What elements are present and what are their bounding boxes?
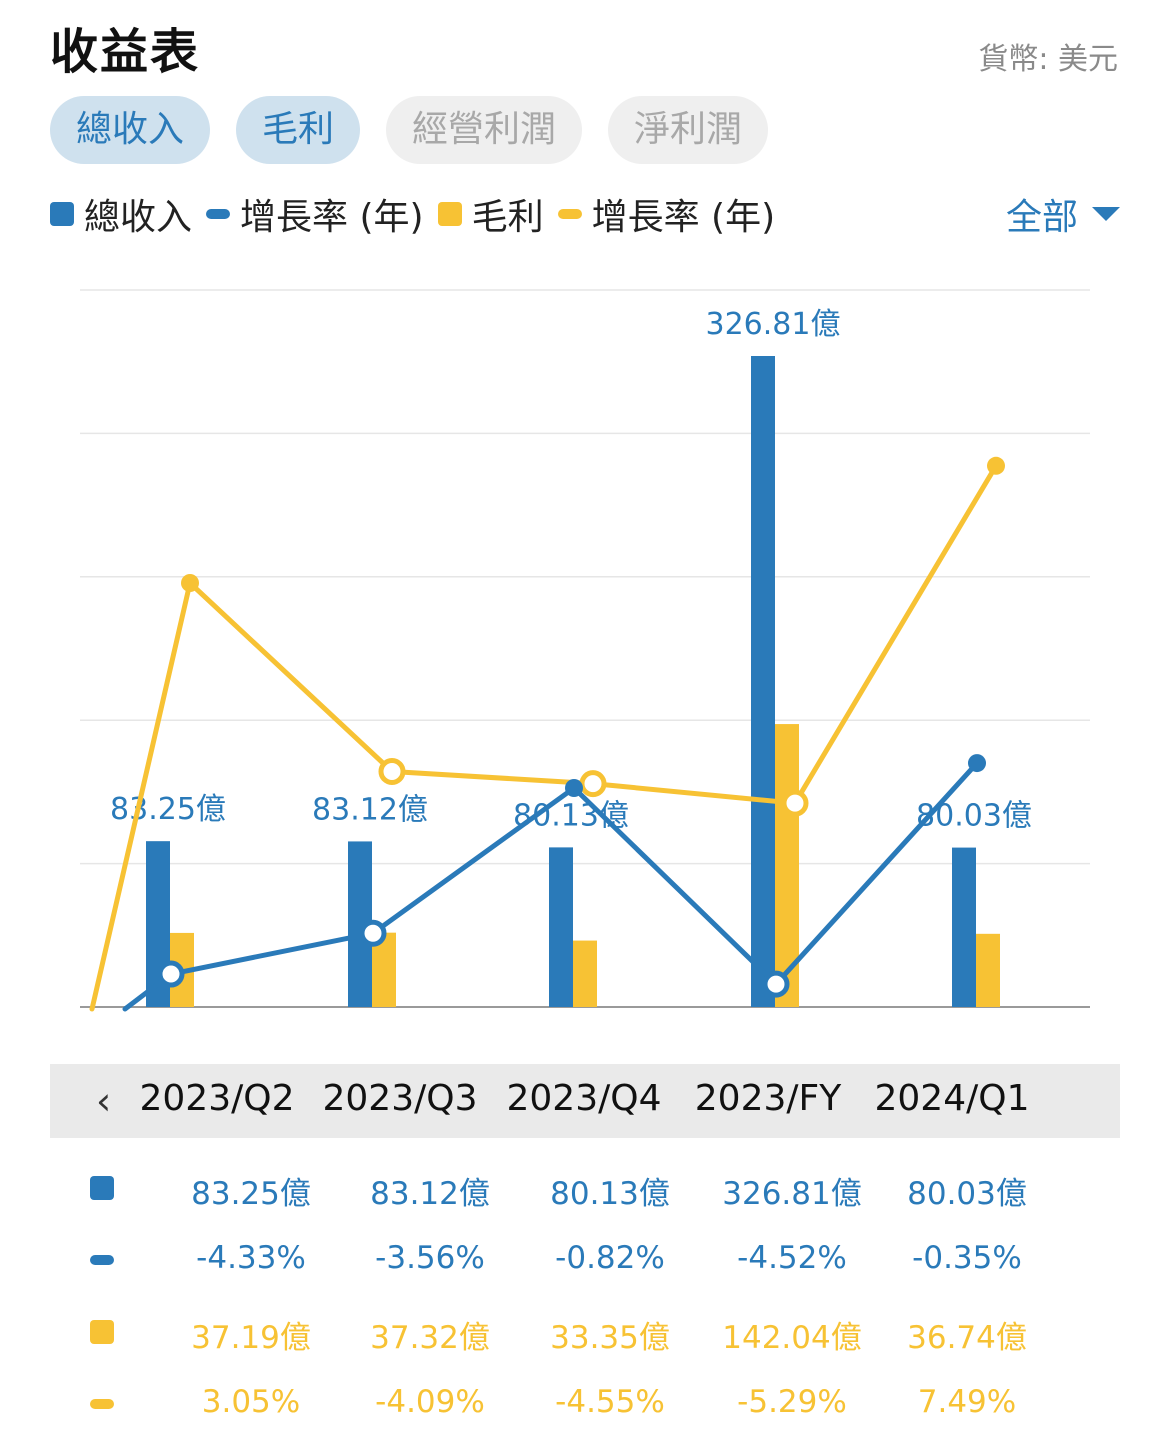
table-cell: 83.25億 bbox=[191, 1176, 311, 1212]
table-cell: 7.49% bbox=[917, 1384, 1017, 1420]
revenue-row: 83.25億 83.12億 80.13億 326.81億 80.03億 bbox=[0, 1168, 1170, 1228]
revenue-bar-label: 80.03億 bbox=[916, 799, 1032, 834]
income-chart: 83.25億 83.12億 80.13億 326.81億 80.03億 bbox=[80, 289, 1090, 1012]
currency-label: 貨幣: 美元 bbox=[978, 42, 1118, 77]
blue-square-icon bbox=[50, 202, 74, 226]
legend-item-revenue-growth[interactable]: 增長率 (年) bbox=[206, 188, 424, 240]
yellow-line-icon bbox=[557, 209, 582, 219]
table-cell: 3.05% bbox=[201, 1384, 301, 1420]
period-axis-bar: ‹ 2023/Q2 2023/Q3 2023/Q4 2023/FY 2024/Q1 bbox=[50, 1064, 1120, 1138]
yellow-square-icon bbox=[437, 202, 462, 226]
legend-label: 毛利 bbox=[471, 197, 544, 238]
revenue-bar-label: 83.12億 bbox=[312, 792, 428, 827]
yellow-square-icon bbox=[90, 1320, 114, 1344]
revenue-bar bbox=[952, 847, 976, 1007]
table-cell: 326.81億 bbox=[722, 1176, 862, 1212]
tab-total-revenue[interactable]: 總收入 bbox=[50, 96, 211, 164]
gross-profit-growth-point bbox=[781, 789, 809, 817]
table-cell: -4.33% bbox=[196, 1240, 306, 1276]
table-cell: -4.55% bbox=[555, 1384, 665, 1420]
revenue-bar bbox=[549, 847, 573, 1007]
page-title: 收益表 bbox=[50, 24, 201, 80]
filter-label: 全部 bbox=[1005, 197, 1078, 238]
table-cell: -4.52% bbox=[737, 1240, 847, 1276]
blue-line-icon bbox=[90, 1255, 114, 1265]
legend-label: 增長率 (年) bbox=[591, 197, 776, 238]
table-cell: -0.35% bbox=[912, 1240, 1022, 1276]
table-cell: -0.82% bbox=[555, 1240, 665, 1276]
legend-item-revenue[interactable]: 總收入 bbox=[50, 188, 192, 240]
revenue-growth-point bbox=[968, 754, 986, 773]
table-cell: -3.56% bbox=[375, 1240, 485, 1276]
table-cell: 80.13億 bbox=[550, 1176, 670, 1212]
gross-profit-bar bbox=[573, 940, 597, 1007]
legend-item-gross-profit-growth[interactable]: 增長率 (年) bbox=[557, 188, 776, 240]
table-cell: 37.19億 bbox=[191, 1320, 311, 1356]
gross-profit-growth-point bbox=[579, 770, 607, 798]
table-cell: -5.29% bbox=[737, 1384, 847, 1420]
yellow-line-icon bbox=[90, 1399, 114, 1409]
gross-profit-growth-point bbox=[378, 757, 406, 785]
blue-line-icon bbox=[206, 209, 231, 219]
period-label[interactable]: 2023/FY bbox=[694, 1078, 842, 1119]
chevron-left-icon[interactable]: ‹ bbox=[96, 1079, 112, 1123]
period-label[interactable]: 2023/Q4 bbox=[506, 1078, 662, 1119]
period-label[interactable]: 2023/Q3 bbox=[322, 1078, 478, 1119]
revenue-growth-point bbox=[359, 919, 387, 947]
triangle-down-icon bbox=[1092, 207, 1120, 221]
table-cell: -4.09% bbox=[375, 1384, 485, 1420]
gross-profit-growth-point bbox=[987, 456, 1005, 475]
table-cell: 37.32億 bbox=[370, 1320, 490, 1356]
tab-net-profit[interactable]: 淨利潤 bbox=[608, 96, 769, 164]
revenue-bar-label: 83.25億 bbox=[110, 792, 226, 827]
revenue-growth-point bbox=[157, 960, 185, 988]
table-cell: 80.03億 bbox=[907, 1176, 1027, 1212]
revenue-growth-row: -4.33% -3.56% -0.82% -4.52% -0.35% bbox=[0, 1240, 1170, 1300]
period-label[interactable]: 2024/Q1 bbox=[874, 1078, 1030, 1119]
tab-gross-profit[interactable]: 毛利 bbox=[236, 96, 361, 164]
chart-legend: 總收入 增長率 (年) 毛利 增長率 (年) bbox=[50, 188, 789, 240]
legend-label: 增長率 (年) bbox=[240, 197, 424, 238]
revenue-bar bbox=[751, 356, 775, 1007]
gross-profit-bar bbox=[976, 933, 1000, 1007]
blue-square-icon bbox=[90, 1176, 114, 1200]
tab-operating-profit[interactable]: 經營利潤 bbox=[386, 96, 583, 164]
metric-tabs: 總收入 毛利 經營利潤 淨利潤 bbox=[50, 96, 769, 164]
gross-profit-growth-line bbox=[188, 464, 999, 806]
gross-profit-growth-point bbox=[181, 574, 199, 592]
revenue-bar-label: 326.81億 bbox=[706, 307, 841, 342]
period-filter-dropdown[interactable]: 全部 bbox=[1006, 188, 1120, 240]
legend-label: 總收入 bbox=[84, 197, 193, 238]
gross-profit-growth-lead-in bbox=[89, 580, 193, 1012]
revenue-growth-point bbox=[762, 970, 790, 998]
revenue-growth-point bbox=[565, 779, 583, 797]
gross-profit-row: 37.19億 37.32億 33.35億 142.04億 36.74億 bbox=[0, 1312, 1170, 1372]
table-cell: 33.35億 bbox=[550, 1320, 670, 1356]
table-cell: 36.74億 bbox=[907, 1320, 1027, 1356]
table-cell: 142.04億 bbox=[722, 1320, 862, 1356]
period-label[interactable]: 2023/Q2 bbox=[139, 1078, 295, 1119]
table-cell: 83.12億 bbox=[370, 1176, 490, 1212]
revenue-bar-label: 80.13億 bbox=[513, 798, 629, 833]
legend-item-gross-profit[interactable]: 毛利 bbox=[437, 188, 544, 240]
gross-profit-growth-row: 3.05% -4.09% -4.55% -5.29% 7.49% bbox=[0, 1384, 1170, 1444]
